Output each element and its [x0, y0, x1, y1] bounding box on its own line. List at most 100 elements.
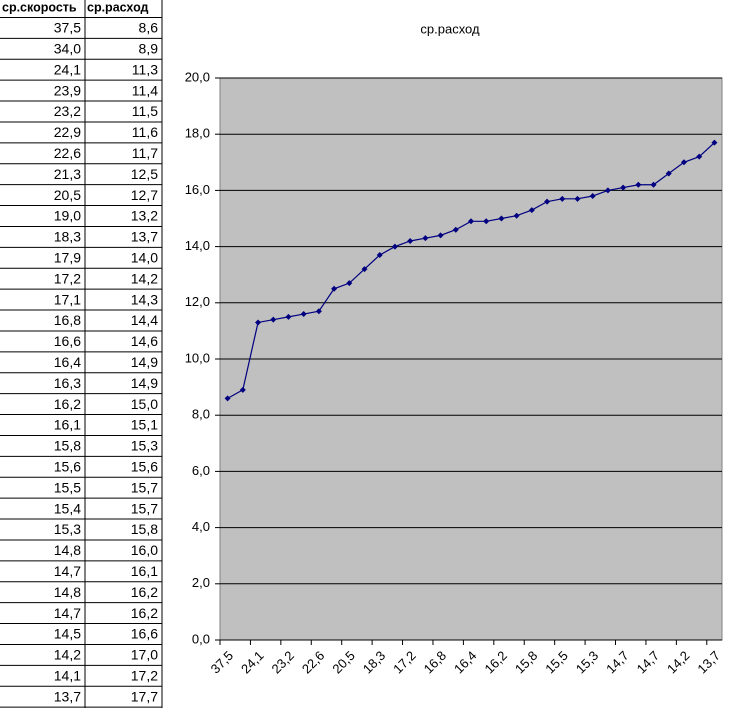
data-point: [346, 280, 353, 287]
data-point: [300, 311, 307, 318]
table-cell: 16,2: [131, 605, 158, 621]
data-point: [437, 232, 444, 239]
table-cell: 21,3: [54, 166, 81, 182]
data-point: [376, 252, 383, 259]
table-cell: 16,0: [131, 542, 158, 558]
table-cell: 15,5: [54, 479, 81, 495]
table-cell: 13,7: [131, 229, 158, 245]
table-cell: 14,2: [54, 647, 81, 663]
data-point: [711, 139, 718, 146]
table-cell: 17,1: [54, 291, 81, 307]
table-cell: 15,8: [54, 438, 81, 454]
table-cell: 15,8: [131, 521, 158, 537]
table-cell: 14,9: [131, 375, 158, 391]
data-point: [255, 319, 262, 326]
table-cell: 14,0: [131, 250, 158, 266]
y-tick-label: 14,0: [185, 238, 210, 253]
table-cell: 22,9: [54, 124, 81, 140]
y-tick-label: 4,0: [192, 519, 210, 534]
data-point: [452, 226, 459, 233]
table-cell: 23,2: [54, 103, 81, 119]
table-cell: 12,7: [131, 187, 158, 203]
data-point: [559, 195, 566, 202]
table-cell: 15,3: [54, 521, 81, 537]
table-cell: 17,9: [54, 250, 81, 266]
table-cell: 8,6: [139, 20, 159, 36]
table-cell: 14,4: [131, 312, 158, 328]
table-cell: 14,8: [54, 542, 81, 558]
data-point: [224, 395, 231, 402]
table-cell: 22,6: [54, 145, 81, 161]
data-point: [270, 316, 277, 323]
data-point: [498, 215, 505, 222]
table-cell: 15,3: [131, 438, 158, 454]
data-point: [468, 218, 474, 225]
chart-title: ср.расход: [420, 21, 480, 36]
data-point: [239, 386, 246, 393]
table-cell: 15,0: [131, 396, 158, 412]
table-cell: 14,7: [54, 605, 81, 621]
table-cell: 13,2: [131, 208, 158, 224]
table-cell: 11,6: [132, 124, 158, 140]
table-cell: 15,6: [54, 459, 81, 475]
table-cell: 16,6: [131, 626, 158, 642]
table-cell: 14,8: [54, 584, 81, 600]
table-cell: 23,9: [54, 82, 81, 98]
table-cell: 14,1: [54, 668, 81, 684]
table-cell: 11,5: [132, 103, 158, 119]
y-tick-label: 8,0: [192, 407, 210, 422]
table-cell: 11,4: [132, 82, 158, 98]
table-cell: 14,6: [131, 333, 158, 349]
data-point: [589, 193, 596, 200]
data-point: [620, 184, 627, 191]
table-cell: 15,7: [131, 500, 158, 516]
data-point: [574, 195, 581, 202]
table-cell: 14,9: [131, 354, 158, 370]
y-tick-label: 2,0: [192, 575, 210, 590]
table-cell: 14,5: [54, 626, 81, 642]
y-tick-label: 18,0: [185, 126, 210, 141]
data-point: [680, 159, 687, 166]
table-cell: 11,3: [132, 61, 158, 77]
data-point: [513, 212, 520, 219]
data-point: [635, 181, 642, 188]
table-cell: 15,6: [131, 459, 158, 475]
table-header: ср.расход: [87, 0, 149, 14]
table-cell: 24,1: [54, 61, 81, 77]
table-cell: 16,3: [54, 375, 81, 391]
data-point: [483, 218, 490, 225]
table-cell: 17,2: [131, 668, 158, 684]
table-cell: 15,4: [54, 500, 81, 516]
data-point: [604, 187, 611, 194]
data-point: [528, 207, 535, 214]
y-tick-label: 0,0: [192, 631, 210, 646]
data-point: [331, 285, 338, 292]
table-cell: 14,7: [54, 563, 81, 579]
table-cell: 15,1: [131, 417, 158, 433]
table-cell: 16,2: [131, 584, 158, 600]
table-cell: 14,2: [131, 270, 158, 286]
table-cell: 34,0: [54, 41, 81, 57]
table-cell: 18,3: [54, 229, 81, 245]
table-cell: 20,5: [54, 187, 81, 203]
table-cell: 11,7: [132, 145, 158, 161]
table-cell: 12,5: [131, 166, 158, 182]
table-cell: 17,2: [54, 270, 81, 286]
table-cell: 19,0: [54, 208, 81, 224]
data-point: [422, 235, 429, 242]
y-tick-label: 20,0: [185, 69, 210, 84]
y-tick-label: 10,0: [185, 350, 210, 365]
table-header: ср.скорость: [2, 0, 77, 14]
table-cell: 17,7: [131, 688, 158, 704]
y-tick-label: 6,0: [192, 463, 210, 478]
data-point: [696, 153, 703, 160]
table-cell: 14,3: [131, 291, 158, 307]
data-point: [391, 243, 398, 250]
table-cell: 17,0: [131, 647, 158, 663]
data-point: [407, 237, 414, 244]
data-point: [315, 308, 322, 315]
table-cell: 13,7: [54, 688, 81, 704]
table-cell: 16,8: [54, 312, 81, 328]
y-tick-label: 16,0: [185, 182, 210, 197]
table-cell: 16,4: [54, 354, 81, 370]
